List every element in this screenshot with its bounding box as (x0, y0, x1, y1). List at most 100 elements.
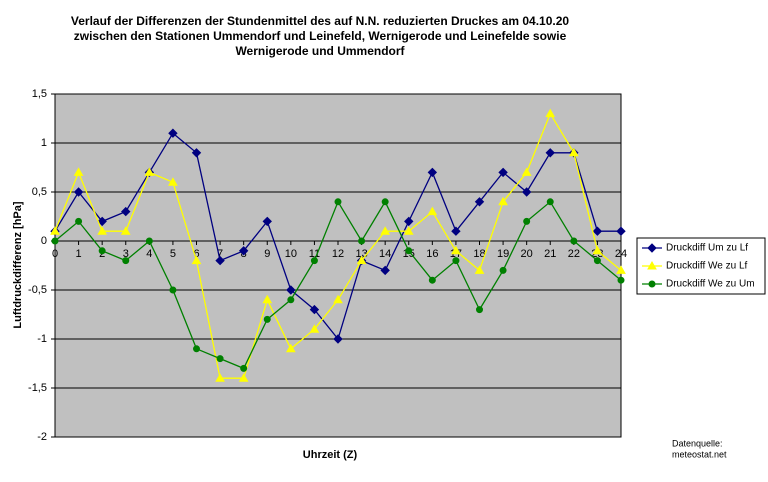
x-tick-label: 10 (285, 248, 297, 260)
legend-marker (647, 243, 657, 253)
point (592, 226, 603, 236)
x-axis-title: Uhrzeit (Z) (303, 449, 358, 461)
y-tick-label: 0 (41, 235, 47, 247)
point (333, 294, 343, 304)
point (191, 255, 202, 265)
point (287, 296, 295, 304)
y-tick-label: -2 (37, 431, 47, 443)
point (428, 276, 436, 284)
x-tick-label: 7 (217, 248, 223, 260)
source-note: meteostat.net (672, 449, 727, 459)
point (309, 304, 320, 315)
point (521, 187, 532, 197)
x-tick-label: 18 (473, 248, 485, 260)
point (498, 196, 508, 206)
point (546, 198, 554, 206)
point (356, 255, 367, 265)
point (97, 226, 108, 235)
point (592, 245, 603, 255)
point (499, 266, 507, 274)
point (498, 167, 508, 178)
point (523, 217, 531, 225)
point (216, 355, 224, 363)
point (169, 286, 177, 294)
point (286, 285, 296, 295)
point (427, 167, 438, 178)
point (381, 198, 389, 206)
point (333, 334, 343, 344)
y-tick-label: 1,5 (32, 88, 47, 100)
point (476, 306, 483, 314)
chart-title: zwischen den Stationen Ummendorf und Lei… (74, 29, 567, 43)
point (452, 257, 460, 265)
x-tick-label: 22 (568, 248, 580, 260)
point (193, 345, 200, 353)
x-tick-label: 3 (123, 248, 129, 260)
point (240, 364, 248, 372)
legend-label: Druckdiff We zu Um (666, 279, 755, 290)
chart-title: Wernigerode und Ummendorf (235, 44, 405, 58)
point (144, 167, 155, 176)
x-tick-label: 4 (146, 248, 152, 260)
point (334, 198, 342, 206)
x-tick-label: 19 (497, 248, 509, 260)
point (309, 324, 320, 333)
legend-label: Druckdiff We zu Lf (666, 261, 748, 272)
point (545, 148, 555, 158)
legend-marker (647, 260, 657, 270)
point (568, 147, 579, 157)
point (358, 237, 366, 245)
point (262, 294, 273, 304)
x-tick-label: 11 (309, 248, 320, 260)
point (262, 216, 272, 227)
point (616, 226, 626, 236)
x-tick-label: 12 (332, 248, 344, 260)
x-tick-label: 5 (170, 248, 176, 260)
y-tick-label: -1,5 (28, 382, 47, 394)
y-axis-title: Luftdruckdifferenz [hPa] (12, 201, 24, 328)
legend-marker (648, 280, 656, 288)
x-tick-label: 14 (379, 248, 391, 260)
x-tick-label: 9 (264, 248, 270, 260)
point (145, 237, 153, 245)
point (238, 373, 249, 382)
point (451, 226, 461, 236)
x-tick-label: 16 (426, 248, 438, 260)
point (98, 247, 106, 255)
point (405, 247, 413, 255)
y-tick-label: -1 (37, 333, 47, 345)
point (120, 226, 131, 235)
point (403, 226, 414, 235)
point (545, 108, 556, 118)
point (310, 257, 318, 265)
point (50, 226, 60, 235)
point (451, 245, 461, 255)
legend-label: Druckdiff Um zu Lf (666, 243, 748, 254)
point (285, 343, 296, 353)
point (474, 197, 485, 207)
point (122, 257, 130, 265)
point (168, 128, 178, 138)
point (75, 217, 83, 225)
point (404, 216, 414, 227)
x-tick-label: 6 (193, 248, 199, 260)
x-tick-label: 21 (544, 248, 556, 260)
x-tick-label: 1 (76, 248, 82, 260)
point (121, 206, 131, 217)
point (474, 265, 485, 274)
point (380, 265, 390, 276)
point (380, 226, 391, 235)
point (215, 373, 225, 382)
point (616, 265, 626, 274)
point (191, 148, 202, 158)
point (215, 255, 225, 266)
point (263, 315, 271, 323)
point (51, 237, 59, 245)
y-tick-label: 0,5 (32, 186, 47, 198)
point (73, 187, 84, 197)
chart-title: Verlauf der Differenzen der Stundenmitte… (71, 14, 569, 28)
source-note: Datenquelle: (672, 438, 723, 448)
point (570, 237, 578, 245)
point (427, 206, 438, 216)
